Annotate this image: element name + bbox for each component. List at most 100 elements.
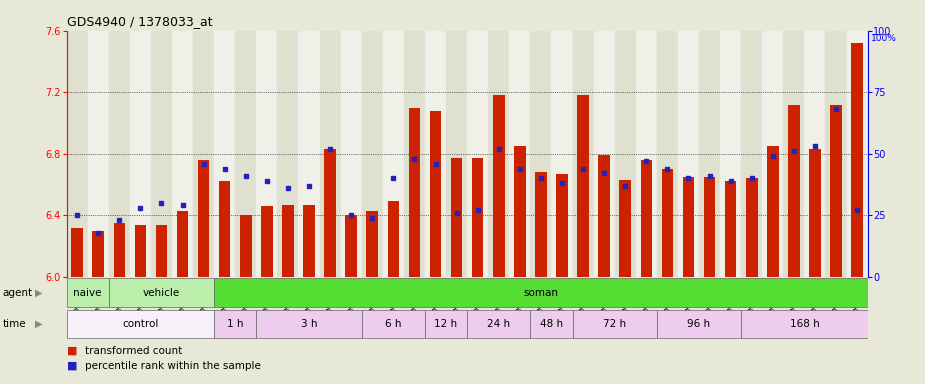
Bar [530, 31, 551, 277]
Bar [510, 31, 530, 277]
Bar [404, 31, 425, 277]
Bar [177, 211, 189, 277]
Bar [446, 31, 467, 277]
Bar [261, 206, 273, 277]
Bar [472, 159, 484, 277]
Text: 72 h: 72 h [603, 319, 626, 329]
Bar [299, 31, 319, 277]
Bar [725, 182, 736, 277]
Text: soman: soman [524, 288, 559, 298]
Bar [325, 149, 336, 277]
Text: naive: naive [73, 288, 102, 298]
Text: 168 h: 168 h [790, 319, 820, 329]
Bar [551, 31, 573, 277]
Text: ■: ■ [67, 361, 77, 371]
Bar [303, 205, 315, 277]
Bar [678, 31, 699, 277]
Bar [362, 310, 425, 338]
Bar [635, 31, 657, 277]
Bar [130, 31, 151, 277]
Text: agent: agent [3, 288, 33, 298]
Text: ■: ■ [67, 346, 77, 356]
Text: 6 h: 6 h [385, 319, 401, 329]
Text: GDS4940 / 1378033_at: GDS4940 / 1378033_at [67, 15, 212, 28]
Bar [67, 310, 215, 338]
Bar [388, 202, 400, 277]
Bar [430, 111, 441, 277]
Bar [425, 310, 467, 338]
Bar [151, 31, 172, 277]
Bar [657, 310, 741, 338]
Bar [409, 108, 420, 277]
Bar [198, 160, 209, 277]
Bar [851, 43, 863, 277]
Bar [788, 104, 800, 277]
Bar [256, 31, 278, 277]
Bar [215, 278, 868, 307]
Bar [282, 205, 294, 277]
Bar [535, 172, 547, 277]
Text: 3 h: 3 h [301, 319, 317, 329]
Bar [109, 278, 215, 307]
Bar [573, 310, 657, 338]
Bar [741, 31, 762, 277]
Bar [556, 174, 568, 277]
Bar [114, 223, 125, 277]
Text: 100%: 100% [871, 35, 897, 43]
Bar [92, 231, 104, 277]
Text: percentile rank within the sample: percentile rank within the sample [85, 361, 261, 371]
Text: 12 h: 12 h [435, 319, 458, 329]
Text: ▶: ▶ [35, 319, 43, 329]
Bar [783, 31, 805, 277]
Bar [577, 95, 589, 277]
Bar [235, 31, 256, 277]
Bar [366, 211, 378, 277]
Bar [67, 31, 88, 277]
Bar [741, 310, 868, 338]
Bar [88, 31, 109, 277]
Bar [467, 310, 530, 338]
Bar [573, 31, 594, 277]
Bar [383, 31, 404, 277]
Bar [215, 31, 235, 277]
Bar [362, 31, 383, 277]
Bar [699, 31, 720, 277]
Bar [134, 225, 146, 277]
Bar [620, 180, 631, 277]
Text: ▶: ▶ [35, 288, 43, 298]
Bar [615, 31, 635, 277]
Bar [598, 156, 610, 277]
Bar [219, 182, 230, 277]
Bar [109, 31, 130, 277]
Bar [846, 31, 868, 277]
Bar [661, 169, 673, 277]
Bar [240, 215, 252, 277]
Bar [831, 104, 842, 277]
Bar [467, 31, 488, 277]
Bar [746, 179, 758, 277]
Bar [805, 31, 825, 277]
Bar [767, 146, 779, 277]
Bar [493, 95, 504, 277]
Text: 1 h: 1 h [227, 319, 243, 329]
Bar [594, 31, 615, 277]
Text: 48 h: 48 h [540, 319, 563, 329]
Text: transformed count: transformed count [85, 346, 182, 356]
Bar [67, 278, 109, 307]
Bar [450, 159, 462, 277]
Bar [278, 31, 299, 277]
Bar [825, 31, 846, 277]
Bar [340, 31, 362, 277]
Text: time: time [3, 319, 27, 329]
Bar [704, 177, 715, 277]
Bar [657, 31, 678, 277]
Text: control: control [122, 319, 158, 329]
Bar [256, 310, 362, 338]
Bar [345, 215, 357, 277]
Bar [514, 146, 525, 277]
Bar [762, 31, 783, 277]
Bar [172, 31, 193, 277]
Bar [215, 310, 256, 338]
Bar [809, 149, 820, 277]
Bar [155, 225, 167, 277]
